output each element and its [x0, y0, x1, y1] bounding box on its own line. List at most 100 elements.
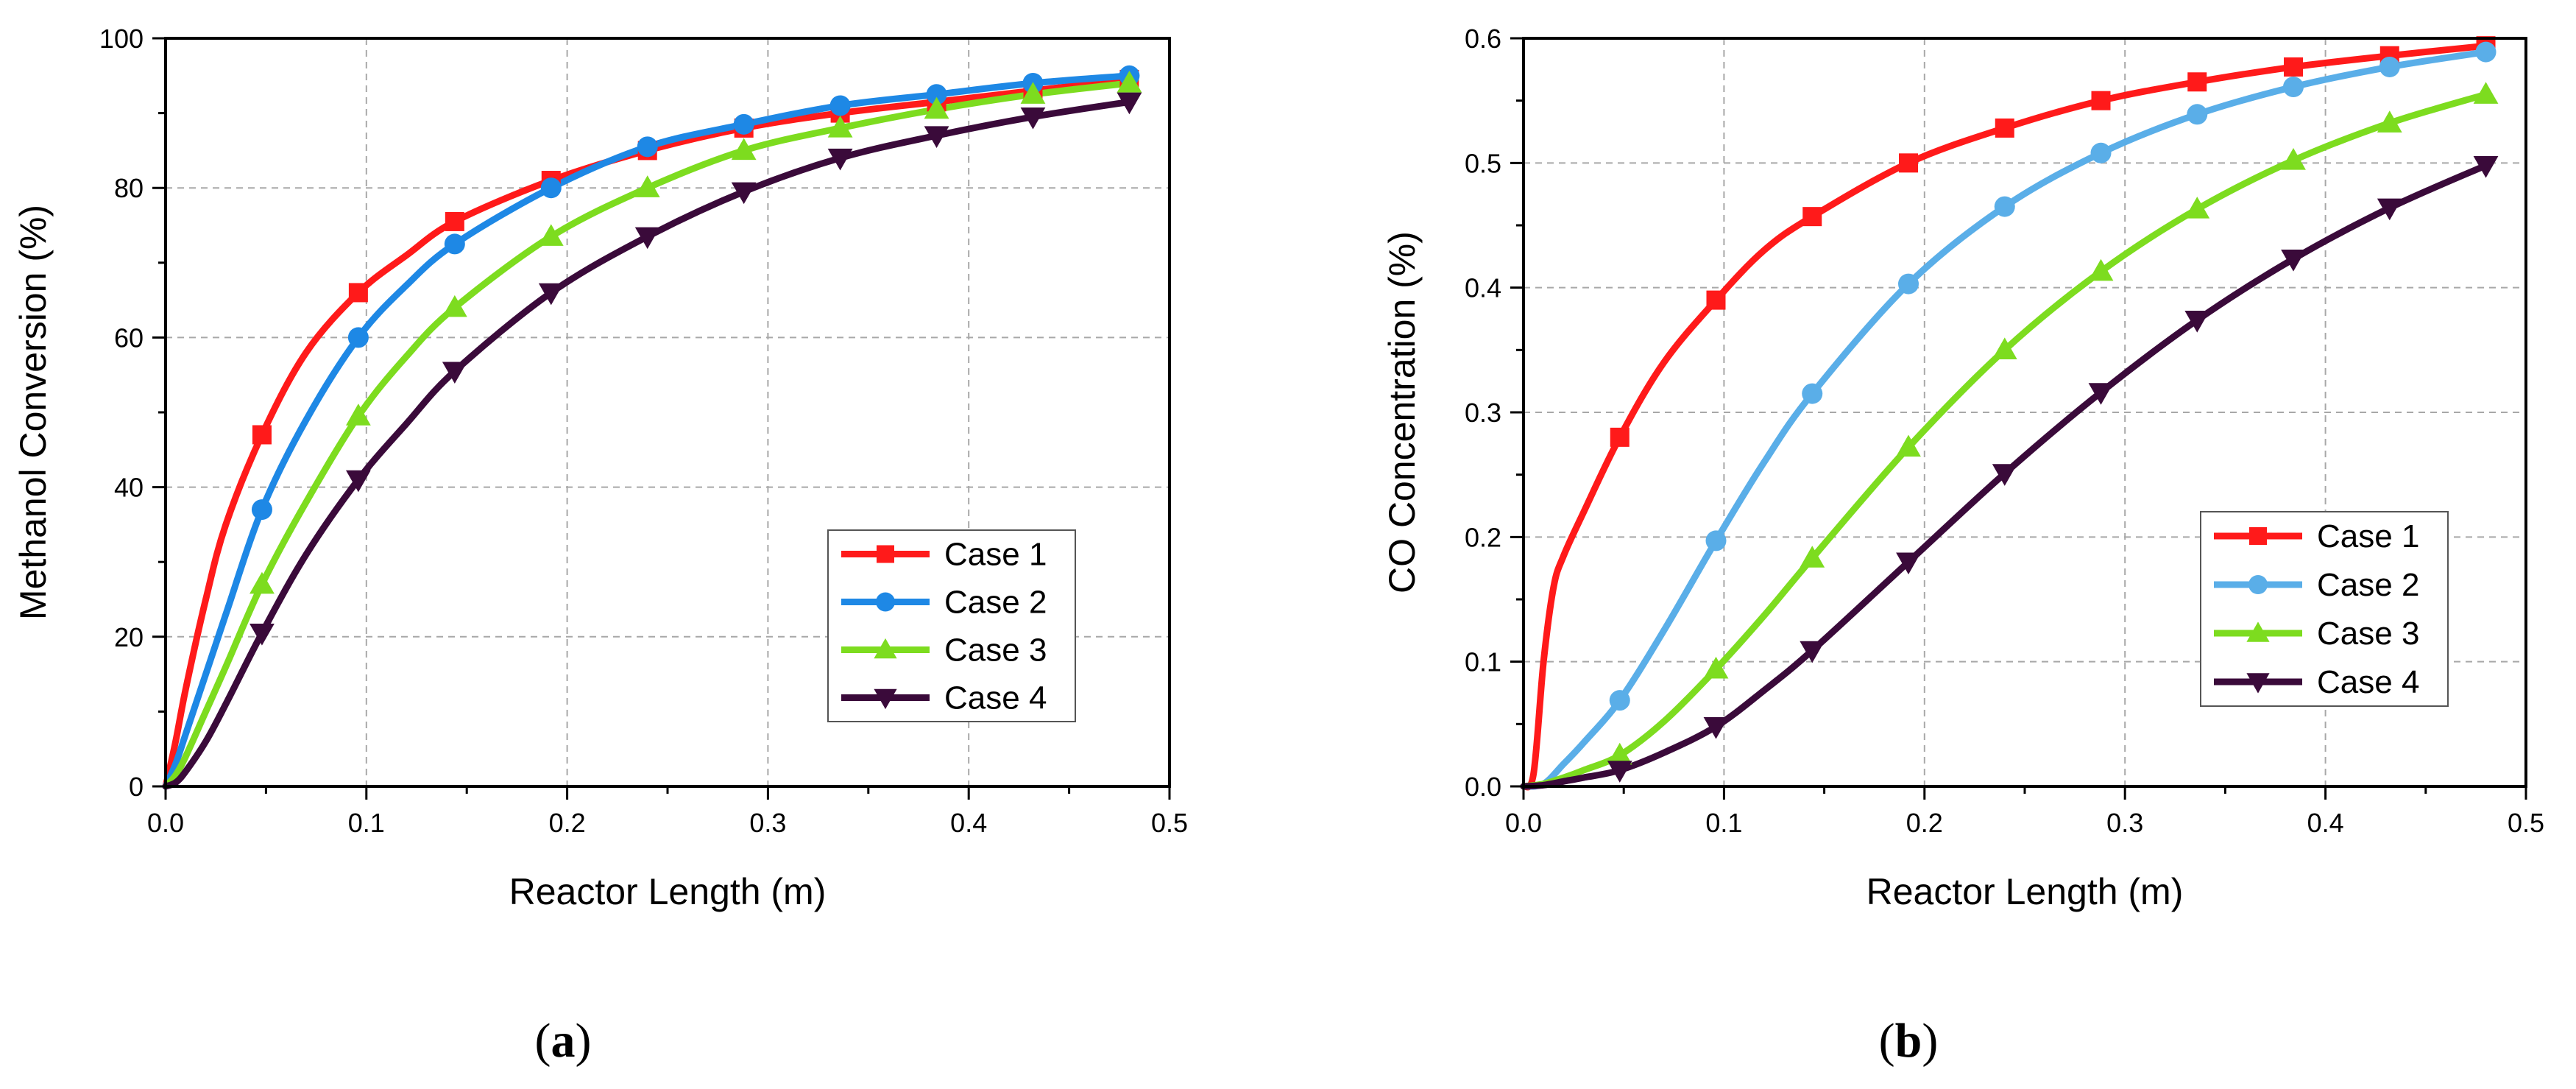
- series-line-case-3: [1520, 91, 2489, 790]
- panel-b-x-axis-title: Reactor Length (m): [1866, 871, 2184, 912]
- data-point-case-3: [731, 138, 757, 161]
- x-tick-label: 0.0: [1505, 808, 1542, 838]
- panel-b-label: (b): [1879, 1014, 1939, 1068]
- panel-b-series-markers: [1607, 36, 2499, 783]
- x-tick-label: 0.3: [2106, 808, 2143, 838]
- data-point-case-2: [2090, 142, 2112, 163]
- y-tick-label: 60: [114, 323, 144, 353]
- x-tick-label: 0.1: [1705, 808, 1742, 838]
- data-point-case-3: [2377, 110, 2402, 133]
- data-point-case-2: [2187, 104, 2208, 125]
- data-point-case-1: [2091, 91, 2111, 110]
- data-point-case-3: [1896, 434, 1921, 457]
- data-point-case-4: [2184, 311, 2210, 333]
- data-point-case-3: [1800, 546, 1825, 568]
- panel-b-y-axis-title: CO Concentration (%): [1381, 231, 1423, 593]
- legend-marker-case-4: [874, 688, 897, 710]
- series-line-case-1: [1520, 42, 2489, 791]
- panel-b-label-letter: b: [1895, 1014, 1922, 1068]
- legend-label-case-4: Case 4: [2317, 664, 2419, 700]
- data-point-case-2: [1609, 690, 1630, 711]
- panel-a-label: (a): [535, 1014, 592, 1068]
- series-line-case-3: [162, 80, 1133, 790]
- data-point-case-4: [2281, 250, 2306, 272]
- data-point-case-3: [1703, 656, 1729, 679]
- data-point-case-1: [2284, 57, 2304, 77]
- data-point-case-3: [250, 571, 275, 594]
- data-point-case-4: [827, 148, 853, 171]
- data-point-case-3: [1607, 742, 1632, 765]
- legend-marker-case-2: [2248, 575, 2268, 594]
- legend-label-case-2: Case 2: [2317, 567, 2419, 603]
- data-point-case-4: [634, 227, 660, 250]
- legend-label-case-4: Case 4: [944, 680, 1047, 716]
- data-point-case-3: [2184, 197, 2210, 219]
- x-tick-label: 0.3: [749, 808, 786, 838]
- data-point-case-4: [442, 362, 467, 384]
- data-point-case-2: [926, 84, 947, 105]
- data-point-case-4: [1992, 464, 2017, 486]
- panel-a-ticks: 0.0 0.1 0.2 0.3 0.4 0.5 0 20 40 60 80 100: [99, 24, 1188, 838]
- data-point-case-3: [2281, 148, 2306, 170]
- legend-marker-case-3: [2246, 621, 2270, 642]
- data-point-case-2: [444, 233, 465, 255]
- y-tick-label: 40: [114, 473, 144, 503]
- data-point-case-1: [1995, 118, 2014, 138]
- data-point-case-2: [733, 113, 754, 135]
- y-tick-label: 0.5: [1465, 148, 1501, 178]
- data-point-case-2: [2379, 56, 2400, 77]
- x-tick-label: 0.5: [2508, 808, 2544, 838]
- data-point-case-2: [1802, 383, 1823, 404]
- y-tick-label: 0.4: [1465, 273, 1501, 303]
- x-tick-label: 0.5: [1151, 808, 1188, 838]
- data-point-case-1: [252, 425, 272, 445]
- data-point-case-3: [442, 295, 467, 317]
- data-point-case-3: [1020, 82, 1046, 104]
- panel-b-label-open: (: [1879, 1014, 1895, 1068]
- data-point-case-2: [2283, 77, 2304, 98]
- data-point-case-2: [1994, 196, 2015, 217]
- x-tick-label: 0.4: [2307, 808, 2344, 838]
- legend-marker-case-4: [2246, 673, 2270, 694]
- data-point-case-3: [924, 96, 949, 119]
- data-point-case-3: [1992, 337, 2017, 360]
- legend-marker-case-3: [874, 638, 897, 659]
- data-point-case-2: [251, 499, 272, 521]
- panel-b-series-lines: [1520, 42, 2489, 791]
- data-point-case-4: [1117, 92, 1142, 115]
- data-point-case-4: [250, 624, 275, 646]
- series-line-case-4: [162, 98, 1133, 790]
- legend-marker-case-1: [877, 545, 894, 563]
- panel-b-grid: [1524, 38, 2526, 786]
- data-point-case-3: [827, 116, 853, 138]
- data-point-case-2: [540, 177, 562, 199]
- data-point-case-3: [345, 403, 371, 426]
- panel-a-label-letter: a: [551, 1014, 576, 1068]
- data-point-case-3: [538, 224, 564, 246]
- legend-box: [827, 529, 1076, 722]
- x-tick-label: 0.2: [1906, 808, 1943, 838]
- panel-a-label-close: ): [576, 1014, 592, 1068]
- data-point-case-4: [345, 470, 371, 493]
- x-tick-label: 0.4: [950, 808, 987, 838]
- data-point-case-1: [1899, 153, 1919, 173]
- data-point-case-2: [1898, 273, 1919, 295]
- data-point-case-1: [2187, 72, 2207, 92]
- panel-a-series-markers: [250, 65, 1142, 646]
- panel-a-y-axis-title: Methanol Conversion (%): [13, 205, 54, 620]
- x-tick-label: 0.0: [147, 808, 184, 838]
- legend-label-case-1: Case 1: [944, 537, 1047, 573]
- data-point-case-3: [1117, 71, 1142, 93]
- data-point-case-2: [829, 95, 851, 116]
- panel-b-co-concentration: 0.0 0.1 0.2 0.3 0.4 0.50.00.10.20.30.40.50.6 …: [1381, 24, 2544, 912]
- data-point-case-4: [1020, 108, 1046, 130]
- panel-a-series-lines: [162, 72, 1133, 790]
- data-point-case-4: [2088, 383, 2114, 405]
- y-tick-label: 0.6: [1465, 24, 1501, 54]
- data-point-case-4: [1607, 761, 1632, 783]
- panel-b-ticks: 0.0 0.1 0.2 0.3 0.4 0.5 0.0 0.1 0.2 0.3 0.4 0.5 0.6: [1465, 24, 2544, 838]
- panel-b-label-close: ): [1922, 1014, 1938, 1068]
- y-tick-label: 100: [99, 24, 144, 54]
- panel-a-methanol-conversion: 0.0 0.1 0.2 0.3 0.4 0.5 0 20 40 60 80 100 Reactor L…: [13, 24, 1188, 912]
